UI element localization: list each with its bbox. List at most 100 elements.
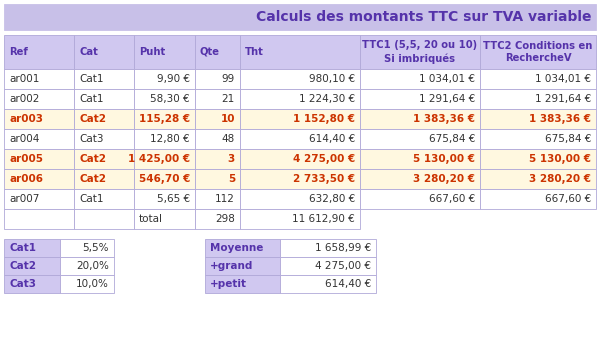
Text: ar004: ar004 (9, 134, 40, 144)
Text: 11 612,90 €: 11 612,90 € (292, 214, 355, 224)
Text: 1 291,64 €: 1 291,64 € (535, 94, 591, 104)
Text: 667,60 €: 667,60 € (429, 194, 475, 204)
FancyBboxPatch shape (240, 149, 360, 169)
FancyBboxPatch shape (240, 35, 360, 69)
Text: 632,80 €: 632,80 € (309, 194, 355, 204)
Text: 5 130,00 €: 5 130,00 € (529, 154, 591, 164)
FancyBboxPatch shape (195, 209, 240, 229)
Text: ar001: ar001 (9, 74, 40, 84)
FancyBboxPatch shape (205, 257, 280, 275)
FancyBboxPatch shape (74, 169, 134, 189)
Text: 112: 112 (215, 194, 235, 204)
FancyBboxPatch shape (4, 129, 74, 149)
FancyBboxPatch shape (195, 149, 240, 169)
Text: total: total (139, 214, 163, 224)
FancyBboxPatch shape (480, 89, 596, 109)
Text: 48: 48 (222, 134, 235, 144)
FancyBboxPatch shape (360, 189, 480, 209)
Text: 3 280,20 €: 3 280,20 € (413, 174, 475, 184)
FancyBboxPatch shape (205, 239, 280, 257)
FancyBboxPatch shape (74, 149, 134, 169)
Text: Cat3: Cat3 (79, 134, 104, 144)
Text: 1 224,30 €: 1 224,30 € (299, 94, 355, 104)
FancyBboxPatch shape (60, 275, 114, 293)
Text: Cat2: Cat2 (79, 114, 106, 124)
Text: 4 275,00 €: 4 275,00 € (293, 154, 355, 164)
Text: Tht: Tht (245, 47, 264, 57)
FancyBboxPatch shape (74, 69, 134, 89)
FancyBboxPatch shape (195, 109, 240, 129)
Text: 1 658,99 €: 1 658,99 € (315, 243, 371, 253)
Text: 614,40 €: 614,40 € (309, 134, 355, 144)
Text: 58,30 €: 58,30 € (151, 94, 190, 104)
FancyBboxPatch shape (4, 4, 596, 30)
Text: 5 130,00 €: 5 130,00 € (413, 154, 475, 164)
FancyBboxPatch shape (74, 209, 134, 229)
FancyBboxPatch shape (240, 109, 360, 129)
FancyBboxPatch shape (4, 239, 60, 257)
Text: 667,60 €: 667,60 € (545, 194, 591, 204)
Text: Cat1: Cat1 (79, 94, 104, 104)
Text: +grand: +grand (210, 261, 253, 271)
FancyBboxPatch shape (4, 275, 60, 293)
FancyBboxPatch shape (280, 275, 376, 293)
FancyBboxPatch shape (134, 69, 195, 89)
Text: 1 291,64 €: 1 291,64 € (419, 94, 475, 104)
Text: 1 034,01 €: 1 034,01 € (419, 74, 475, 84)
Text: Ref: Ref (9, 47, 28, 57)
Text: ar002: ar002 (9, 94, 40, 104)
Text: 5: 5 (228, 174, 235, 184)
FancyBboxPatch shape (240, 129, 360, 149)
FancyBboxPatch shape (360, 89, 480, 109)
FancyBboxPatch shape (195, 169, 240, 189)
FancyBboxPatch shape (74, 189, 134, 209)
FancyBboxPatch shape (74, 109, 134, 129)
Text: 1 152,80 €: 1 152,80 € (293, 114, 355, 124)
FancyBboxPatch shape (134, 129, 195, 149)
Text: Cat1: Cat1 (9, 243, 36, 253)
FancyBboxPatch shape (480, 69, 596, 89)
Text: TTC2 Conditions en
RechercheV: TTC2 Conditions en RechercheV (484, 41, 593, 63)
Text: 546,70 €: 546,70 € (139, 174, 190, 184)
Text: Puht: Puht (139, 47, 165, 57)
FancyBboxPatch shape (4, 35, 74, 69)
Text: Calculs des montants TTC sur TVA variable: Calculs des montants TTC sur TVA variabl… (256, 10, 591, 24)
FancyBboxPatch shape (360, 169, 480, 189)
Text: ar003: ar003 (9, 114, 43, 124)
Text: Cat2: Cat2 (79, 154, 106, 164)
Text: Cat3: Cat3 (9, 279, 36, 289)
FancyBboxPatch shape (134, 209, 195, 229)
Text: 298: 298 (215, 214, 235, 224)
Text: 675,84 €: 675,84 € (545, 134, 591, 144)
FancyBboxPatch shape (480, 149, 596, 169)
Text: Cat1: Cat1 (79, 194, 104, 204)
FancyBboxPatch shape (480, 169, 596, 189)
FancyBboxPatch shape (4, 189, 74, 209)
FancyBboxPatch shape (360, 109, 480, 129)
FancyBboxPatch shape (4, 89, 74, 109)
Text: Qte: Qte (200, 47, 220, 57)
FancyBboxPatch shape (240, 209, 360, 229)
FancyBboxPatch shape (134, 169, 195, 189)
FancyBboxPatch shape (280, 257, 376, 275)
Text: 20,0%: 20,0% (76, 261, 109, 271)
FancyBboxPatch shape (195, 35, 240, 69)
Text: 5,65 €: 5,65 € (157, 194, 190, 204)
FancyBboxPatch shape (60, 257, 114, 275)
Text: 10: 10 (221, 114, 235, 124)
Text: 1 383,36 €: 1 383,36 € (413, 114, 475, 124)
FancyBboxPatch shape (240, 169, 360, 189)
FancyBboxPatch shape (195, 69, 240, 89)
FancyBboxPatch shape (480, 189, 596, 209)
Text: Cat1: Cat1 (79, 74, 104, 84)
FancyBboxPatch shape (4, 257, 60, 275)
FancyBboxPatch shape (360, 35, 480, 69)
FancyBboxPatch shape (74, 35, 134, 69)
FancyBboxPatch shape (205, 275, 280, 293)
FancyBboxPatch shape (240, 189, 360, 209)
Text: 1 383,36 €: 1 383,36 € (529, 114, 591, 124)
FancyBboxPatch shape (360, 149, 480, 169)
Text: 1 034,01 €: 1 034,01 € (535, 74, 591, 84)
Text: 115,28 €: 115,28 € (139, 114, 190, 124)
FancyBboxPatch shape (60, 239, 114, 257)
